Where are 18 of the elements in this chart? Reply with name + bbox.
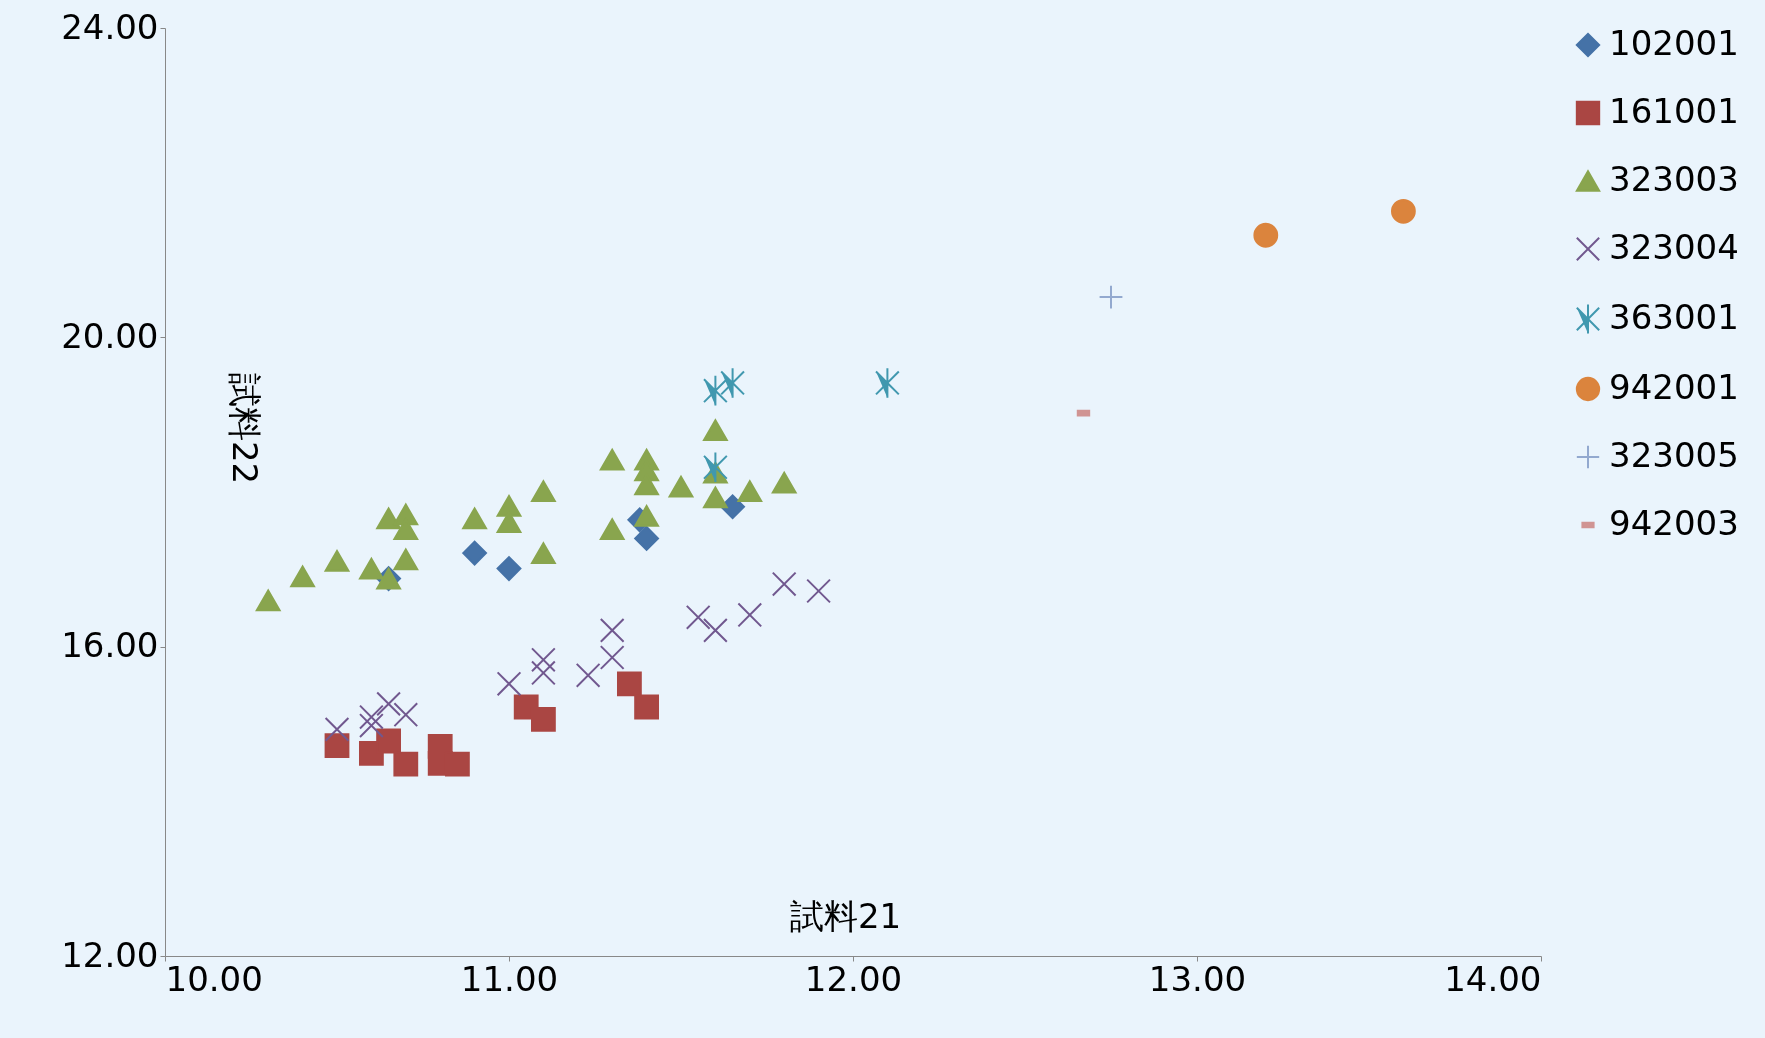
y-tick-label: 20.00 bbox=[61, 315, 159, 356]
legend-label: 323005 bbox=[1609, 435, 1739, 475]
y-axis-title: 試料22 bbox=[224, 372, 265, 485]
x-tick-label: 14.00 bbox=[1444, 958, 1542, 999]
y-tick-label: 16.00 bbox=[61, 625, 159, 666]
legend-label: 942001 bbox=[1609, 367, 1739, 407]
legend-label: 161001 bbox=[1609, 91, 1739, 131]
legend-label: 102001 bbox=[1609, 23, 1739, 63]
x-axis-title: 試料21 bbox=[789, 895, 902, 936]
x-tick-label: 10.00 bbox=[165, 958, 263, 999]
x-tick-label: 12.00 bbox=[804, 958, 903, 999]
legend-label: 363001 bbox=[1609, 297, 1739, 337]
legend-label: 323003 bbox=[1609, 159, 1739, 199]
legend-label: 942003 bbox=[1609, 503, 1739, 543]
y-tick-label: 24.00 bbox=[61, 6, 159, 47]
legend-label: 323004 bbox=[1609, 227, 1739, 267]
x-tick-label: 11.00 bbox=[460, 958, 559, 999]
x-tick-label: 13.00 bbox=[1148, 958, 1247, 999]
